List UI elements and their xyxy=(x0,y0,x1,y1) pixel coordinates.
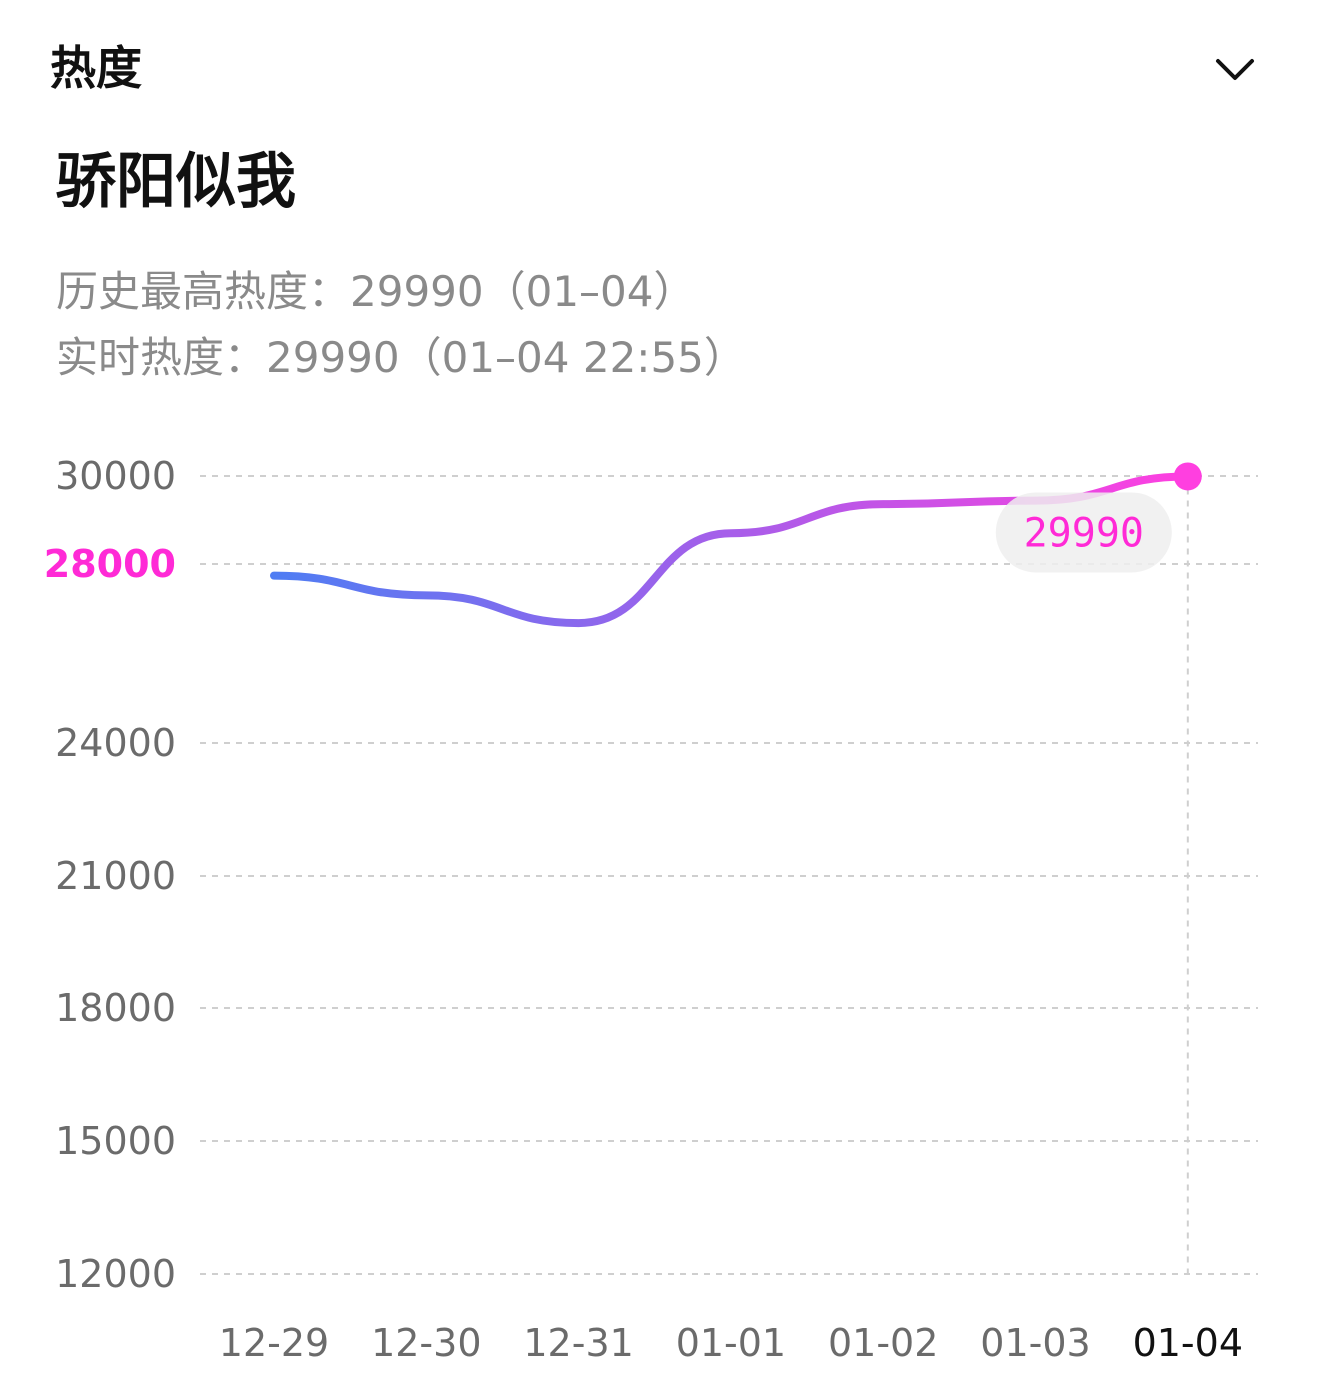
x-tick-label: 12-31 xyxy=(523,1321,633,1365)
x-tick-label: 12-29 xyxy=(219,1321,329,1365)
y-tick-label: 21000 xyxy=(55,854,176,898)
section-title: 热度 xyxy=(50,41,142,95)
y-tick-label: 30000 xyxy=(55,454,176,498)
x-tick-label: 01-01 xyxy=(676,1321,786,1365)
item-name: 骄阳似我 xyxy=(56,147,296,217)
x-tick-label: 01-02 xyxy=(828,1321,938,1365)
max-heat-line: 历史最高热度：29990（01–04） xyxy=(56,267,696,316)
tooltip-value: 29990 xyxy=(1024,510,1144,556)
y-tick-label: 12000 xyxy=(55,1252,176,1296)
x-tick-label: 01-04 xyxy=(1133,1321,1243,1365)
chevron-down-icon[interactable] xyxy=(1214,48,1256,90)
y-tick-label: 18000 xyxy=(55,986,176,1030)
y-tick-label: 28000 xyxy=(44,542,176,586)
heat-chart[interactable]: 30000 28000 24000 21000 18000 15000 12000 29990… xyxy=(0,400,1320,1398)
section-header: 热度 xyxy=(50,36,1270,100)
selected-point xyxy=(1173,462,1202,491)
x-tick-label: 12-30 xyxy=(371,1321,481,1365)
heat-chart-svg: 30000 28000 24000 21000 18000 15000 12000 29990… xyxy=(44,454,1258,1365)
tooltip-badge xyxy=(995,492,1172,573)
y-tick-label: 15000 xyxy=(55,1119,176,1163)
realtime-heat-line: 实时热度：29990（01–04 22:55） xyxy=(56,333,746,382)
x-tick-label: 01-03 xyxy=(980,1321,1090,1365)
y-tick-label: 24000 xyxy=(55,721,176,765)
